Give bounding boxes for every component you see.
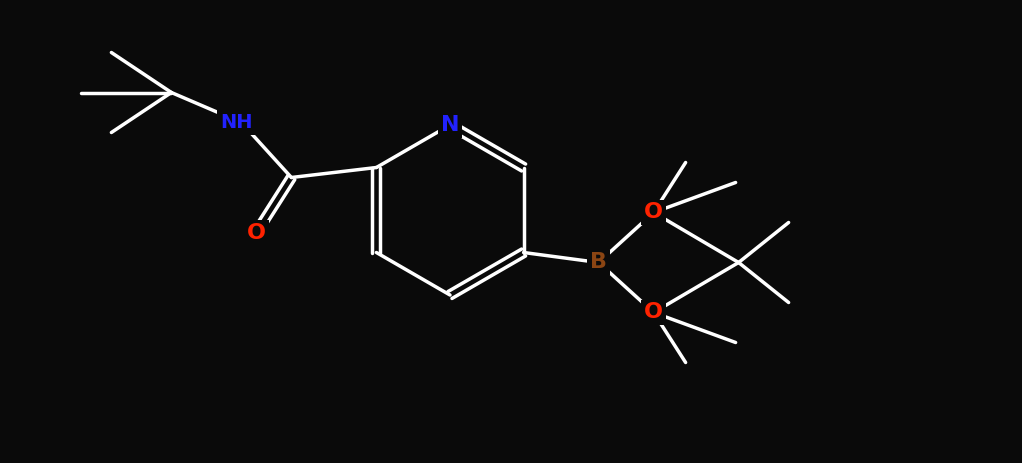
Text: B: B: [590, 252, 607, 273]
Text: O: O: [644, 302, 663, 323]
Text: O: O: [247, 223, 266, 243]
Text: N: N: [440, 115, 459, 135]
Text: NH: NH: [220, 113, 252, 132]
Text: O: O: [644, 202, 663, 223]
